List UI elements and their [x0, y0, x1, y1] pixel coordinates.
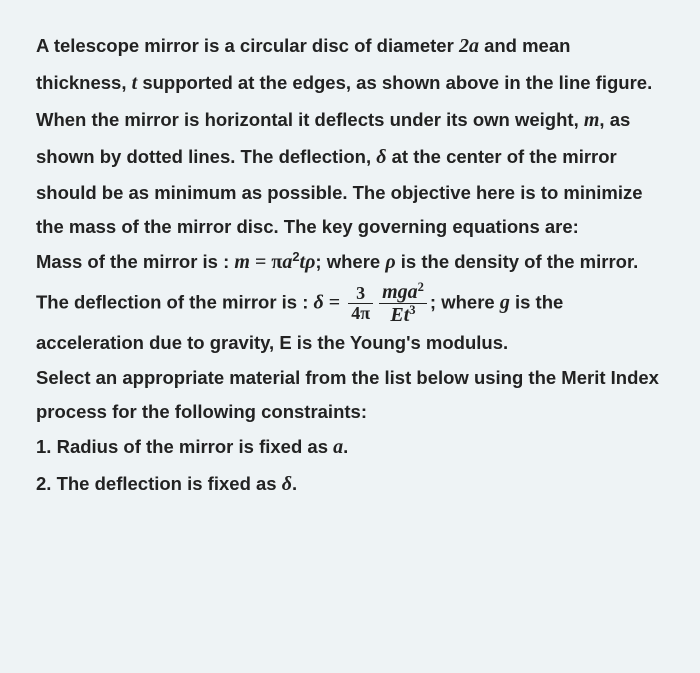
- mass-equation-line: Mass of the mirror is : m = πa2tρ; where…: [36, 244, 664, 281]
- rho-var: ρ: [305, 251, 315, 273]
- fraction-2: mga2Et3: [379, 281, 427, 326]
- c2-end: .: [292, 473, 297, 494]
- frac2-num: mga2: [379, 281, 427, 304]
- text: Select an appropriate material from the …: [36, 367, 659, 422]
- instruction-paragraph: Select an appropriate material from the …: [36, 361, 664, 429]
- mass-label: Mass of the mirror is :: [36, 251, 234, 272]
- diameter-symbol: 2a: [459, 35, 479, 57]
- paragraph-1: A telescope mirror is a circular disc of…: [36, 28, 664, 244]
- frac2-den: Et3: [379, 304, 427, 326]
- a-var: a: [282, 251, 292, 273]
- delta-lhs: δ: [314, 292, 324, 314]
- c1-text: Radius of the mirror is fixed as: [57, 436, 334, 457]
- text: ; where: [430, 292, 500, 313]
- equals: =: [324, 292, 345, 314]
- a-symbol: a: [333, 436, 343, 458]
- pi: π: [271, 251, 282, 273]
- text: A telescope mirror is a circular disc of…: [36, 35, 459, 56]
- text: ; where: [315, 251, 385, 272]
- text: is the density of the mirror.: [396, 251, 639, 272]
- delta-symbol: δ: [282, 473, 292, 495]
- frac1-num: 3: [348, 284, 373, 305]
- mass-symbol: m: [584, 109, 600, 131]
- delta-symbol: δ: [376, 146, 386, 168]
- rho-symbol: ρ: [385, 251, 395, 273]
- defl-label: The deflection of the mirror is :: [36, 292, 314, 313]
- fraction-1: 34π: [348, 284, 373, 325]
- frac1-den: 4π: [348, 304, 373, 324]
- deflection-equation-line: The deflection of the mirror is : δ = 34…: [36, 281, 664, 360]
- constraint-2: 2. The deflection is fixed as δ.: [36, 466, 664, 503]
- c1-num: 1.: [36, 436, 57, 457]
- c2-text: The deflection is fixed as: [57, 473, 282, 494]
- exp: 2: [292, 249, 299, 264]
- g-symbol: g: [500, 292, 510, 314]
- c1-end: .: [343, 436, 348, 457]
- equals: =: [250, 251, 271, 273]
- constraint-1: 1. Radius of the mirror is fixed as a.: [36, 429, 664, 466]
- c2-num: 2.: [36, 473, 57, 494]
- mass-lhs: m: [234, 251, 250, 273]
- problem-text: A telescope mirror is a circular disc of…: [36, 28, 664, 503]
